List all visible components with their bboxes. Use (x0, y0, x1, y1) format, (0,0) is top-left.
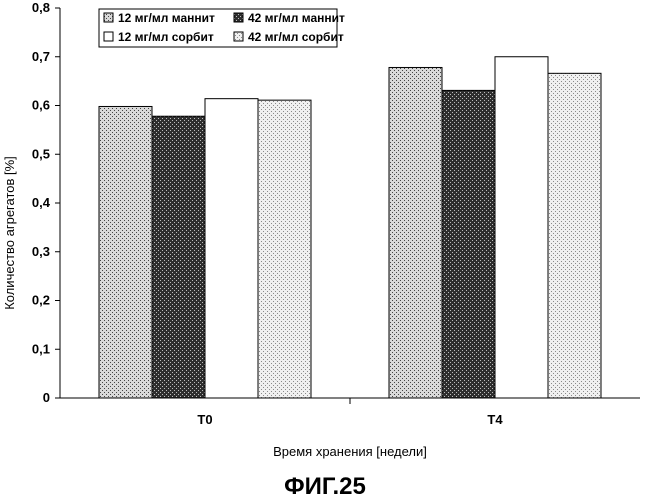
y-tick-label: 0,1 (32, 341, 50, 356)
legend: 12 мг/мл маннит 42 мг/мл маннит 12 мг/мл с… (99, 9, 345, 47)
y-tick-label: 0,7 (32, 49, 50, 64)
y-tick-label: 0,5 (32, 146, 50, 161)
bar (99, 106, 152, 398)
legend-swatch (104, 32, 113, 41)
bar (152, 116, 205, 398)
bar (548, 73, 601, 398)
y-tick-label: 0,2 (32, 293, 50, 308)
y-tick-label: 0,8 (32, 0, 50, 15)
legend-label: 12 мг/мл сорбит (118, 30, 214, 44)
y-tick-label: 0 (43, 390, 50, 405)
y-axis-title: Количество агрегатов [%] (2, 156, 17, 310)
y-tick-label: 0,6 (32, 98, 50, 113)
bar (258, 100, 311, 398)
bar (442, 90, 495, 398)
bar (389, 67, 442, 398)
y-tick-label: 0,4 (32, 195, 51, 210)
x-tick-label: T0 (197, 412, 212, 427)
legend-swatch (104, 13, 113, 22)
legend-swatch (234, 32, 243, 41)
x-axis-title: Время хранения [недели] (273, 444, 427, 459)
figure-caption: ФИГ.25 (284, 473, 366, 500)
bar (495, 57, 548, 398)
legend-label: 12 мг/мл маннит (118, 11, 215, 25)
y-tick-label: 0,3 (32, 244, 50, 259)
x-tick-label: T4 (487, 412, 503, 427)
legend-swatch (234, 13, 243, 22)
legend-label: 42 мг/мл маннит (248, 11, 345, 25)
bar (205, 99, 258, 398)
legend-label: 42 мг/мл сорбит (248, 30, 344, 44)
